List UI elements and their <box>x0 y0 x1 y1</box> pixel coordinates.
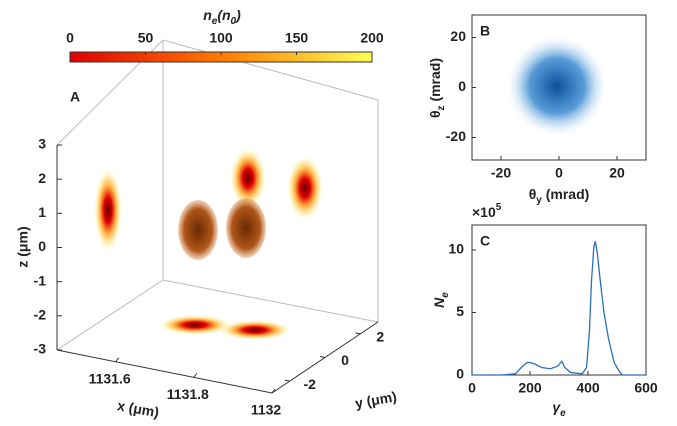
x-tick-label: 0 <box>555 165 563 181</box>
y-tick-label: 0 <box>341 352 349 368</box>
y-tick-label: 2 <box>376 329 384 345</box>
x-tick <box>115 357 120 363</box>
x-axis-label: x (μm) <box>116 397 160 420</box>
y-exponent-part: ×10 <box>472 204 496 220</box>
colorbar-label-part: n <box>203 7 212 23</box>
y-tick-label: 20 <box>450 28 466 44</box>
projection-xy <box>159 315 231 335</box>
x-tick-label: 200 <box>518 380 542 396</box>
y-tick-label: -20 <box>446 128 466 144</box>
x-tick <box>271 388 276 394</box>
x-tick <box>193 373 198 378</box>
x-tick-label: 0 <box>468 380 476 396</box>
y-axis-label-part: e <box>440 292 451 298</box>
z-tick-label: -1 <box>34 272 47 288</box>
z-tick-label: 0 <box>38 238 46 254</box>
y-tick <box>319 356 326 358</box>
colorbar-label-part: 0 <box>231 16 237 27</box>
x-axis-label-part: e <box>560 408 566 419</box>
x-axis-label-part: γ <box>552 399 561 415</box>
panel-label: B <box>480 23 490 39</box>
colorbar-label-part: e <box>212 16 218 27</box>
colorbar-tick-label: 150 <box>285 30 309 46</box>
x-axis-label-part: (mrad) <box>542 186 589 202</box>
heatmap-image <box>507 36 607 136</box>
projection-xy <box>219 320 291 340</box>
y-tick-label: 5 <box>456 303 464 319</box>
z-tick-label: 1 <box>38 204 46 220</box>
x-axis-label: γe <box>552 399 566 419</box>
colorbar-label-part: ) <box>234 7 241 23</box>
z-tick-label: 2 <box>38 170 46 186</box>
y-tick-label: 10 <box>448 241 464 257</box>
y-axis-label-part: (mrad) <box>427 58 443 105</box>
y-tick <box>284 379 290 382</box>
colorbar-tick-label: 200 <box>360 30 384 46</box>
panel-a-frame <box>56 39 379 394</box>
y-tick-label: -2 <box>303 376 316 392</box>
y-axis-label-part: N <box>431 297 447 308</box>
y-axis-label-part: z <box>436 105 447 110</box>
colorbar-label-part: (n <box>217 7 230 23</box>
y-exponent-part: 5 <box>496 202 502 213</box>
x-tick-label: 1131.8 <box>167 386 209 402</box>
x-tick-label: 1131.6 <box>89 370 131 386</box>
y-axis-label: θz (mrad) <box>427 58 447 118</box>
isosurface <box>178 200 218 260</box>
x-tick-label: 1132 <box>251 402 282 418</box>
y-tick-label: 0 <box>456 366 464 382</box>
spectrum-line <box>472 241 646 376</box>
z-tick-label: 3 <box>38 136 46 152</box>
projection-zy <box>230 148 266 208</box>
colorbar-tick-label: 50 <box>138 30 154 46</box>
x-axis-label-part: θ <box>529 186 537 202</box>
panel-c-frame <box>471 224 647 376</box>
z-tick-label: -3 <box>34 341 47 357</box>
panel-label: C <box>480 233 490 249</box>
x-tick-label: 600 <box>634 380 658 396</box>
isosurface <box>226 198 266 258</box>
y-tick <box>355 332 361 335</box>
y-axis-label: Ne <box>431 292 451 308</box>
box-edge <box>56 279 164 351</box>
z-tick-label: -2 <box>34 307 47 323</box>
y-exponent: ×105 <box>472 202 502 220</box>
x-tick-label: -20 <box>491 165 511 181</box>
y-axis-label-part: θ <box>427 110 443 118</box>
colorbar-label: ne(n0) <box>203 7 241 27</box>
x-tick-label: 400 <box>576 380 600 396</box>
x-tick-label: 20 <box>609 165 625 181</box>
x-axis-label-part: y <box>536 195 542 206</box>
y-tick-label: 0 <box>458 78 466 94</box>
projection-zx <box>94 168 122 252</box>
box-edge <box>162 39 379 101</box>
y-axis-label: y (μm) <box>354 388 398 411</box>
z-axis-label: z (μm) <box>15 226 31 267</box>
x-axis <box>56 349 273 394</box>
projection-zy <box>287 156 323 220</box>
x-axis-label: θy (mrad) <box>529 186 590 206</box>
panel-label: A <box>70 89 80 105</box>
colorbar-tick-label: 0 <box>66 30 74 46</box>
colorbar-tick-label: 100 <box>209 30 233 46</box>
box-edge <box>162 279 379 323</box>
